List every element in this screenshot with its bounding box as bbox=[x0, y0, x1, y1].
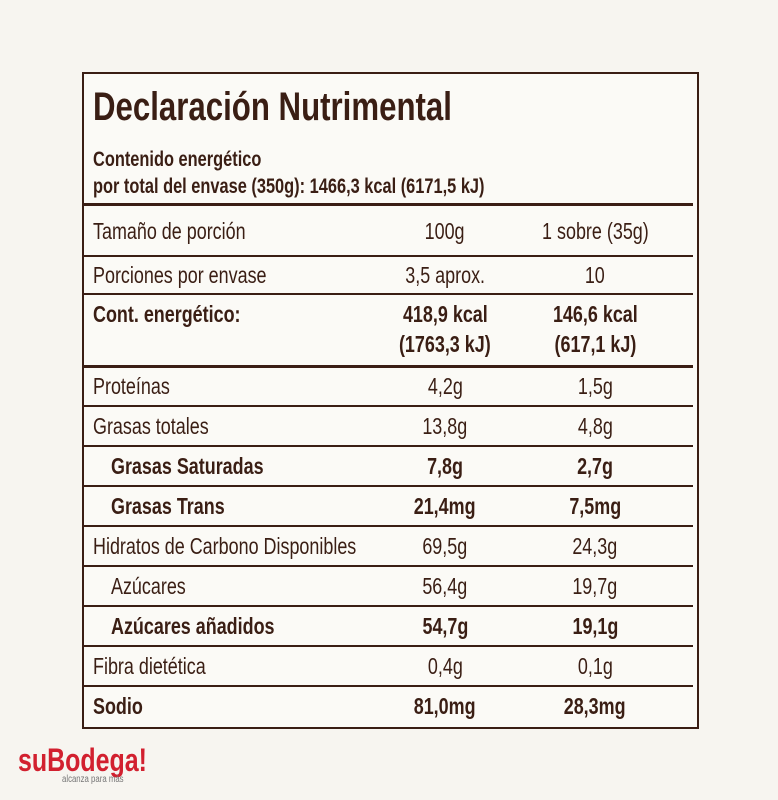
rule bbox=[84, 293, 693, 295]
value-100g: 418,9 kcal bbox=[402, 300, 488, 327]
row-label: Tamaño de porción bbox=[93, 217, 246, 244]
rule bbox=[84, 685, 693, 687]
energy-line: por total del envase (350g): 1466,3 kcal… bbox=[93, 174, 485, 198]
value-100g: 0,4g bbox=[427, 652, 463, 679]
value-100g: 21,4mg bbox=[414, 492, 476, 519]
rule bbox=[84, 645, 693, 647]
value-sobre: 7,5mg bbox=[569, 492, 621, 519]
energy-line: Contenido energético bbox=[93, 147, 262, 171]
row-label: Grasas Saturadas bbox=[111, 452, 264, 479]
rule bbox=[84, 485, 693, 487]
value-sobre: 1,5g bbox=[577, 372, 613, 399]
value-sobre: 1 sobre (35g) bbox=[541, 217, 649, 244]
brand-logo: suBodega! bbox=[18, 742, 147, 778]
value-sobre: (617,1 kJ) bbox=[554, 330, 636, 357]
value-100g: 13,8g bbox=[422, 412, 468, 439]
row-label: Porciones por envase bbox=[93, 261, 267, 288]
row-label: Cont. energético: bbox=[93, 300, 241, 327]
value-100g: 69,5g bbox=[422, 532, 468, 559]
row-label: Proteínas bbox=[93, 372, 170, 399]
row-label: Grasas Trans bbox=[111, 492, 225, 519]
value-sobre: 19,7g bbox=[572, 572, 618, 599]
nutrition-box bbox=[82, 72, 699, 729]
rule bbox=[84, 445, 693, 447]
rule bbox=[84, 525, 693, 527]
value-100g: 54,7g bbox=[422, 612, 468, 639]
value-100g: (1763,3 kJ) bbox=[399, 330, 491, 357]
value-100g: 81,0mg bbox=[414, 692, 476, 719]
value-100g: 4,2g bbox=[427, 372, 463, 399]
value-sobre: 28,3mg bbox=[564, 692, 626, 719]
value-sobre: 0,1g bbox=[577, 652, 613, 679]
value-sobre: 24,3g bbox=[572, 532, 618, 559]
rule bbox=[84, 565, 693, 567]
rule bbox=[84, 405, 693, 407]
row-label: Sodio bbox=[93, 692, 143, 719]
value-sobre: 10 bbox=[585, 261, 605, 288]
value-100g: 3,5 aprox. bbox=[405, 261, 485, 288]
row-label: Grasas totales bbox=[93, 412, 209, 439]
value-sobre: 19,1g bbox=[572, 612, 618, 639]
rule bbox=[84, 203, 693, 206]
value-100g: 56,4g bbox=[422, 572, 468, 599]
brand-tagline: alcanza para más bbox=[62, 774, 124, 785]
row-label: Azúcares añadidos bbox=[111, 612, 275, 639]
row-label: Fibra dietética bbox=[93, 652, 206, 679]
rule bbox=[84, 605, 693, 607]
value-100g: 100g bbox=[425, 217, 465, 244]
rule bbox=[84, 365, 693, 368]
value-sobre: 146,6 kcal bbox=[552, 300, 638, 327]
row-label: Azúcares bbox=[111, 572, 186, 599]
value-sobre: 2,7g bbox=[577, 452, 613, 479]
rule bbox=[84, 255, 693, 257]
value-sobre: 4,8g bbox=[577, 412, 613, 439]
title: Declaración Nutrimental bbox=[93, 85, 452, 129]
value-100g: 7,8g bbox=[427, 452, 463, 479]
row-label: Hidratos de Carbono Disponibles bbox=[93, 532, 357, 559]
